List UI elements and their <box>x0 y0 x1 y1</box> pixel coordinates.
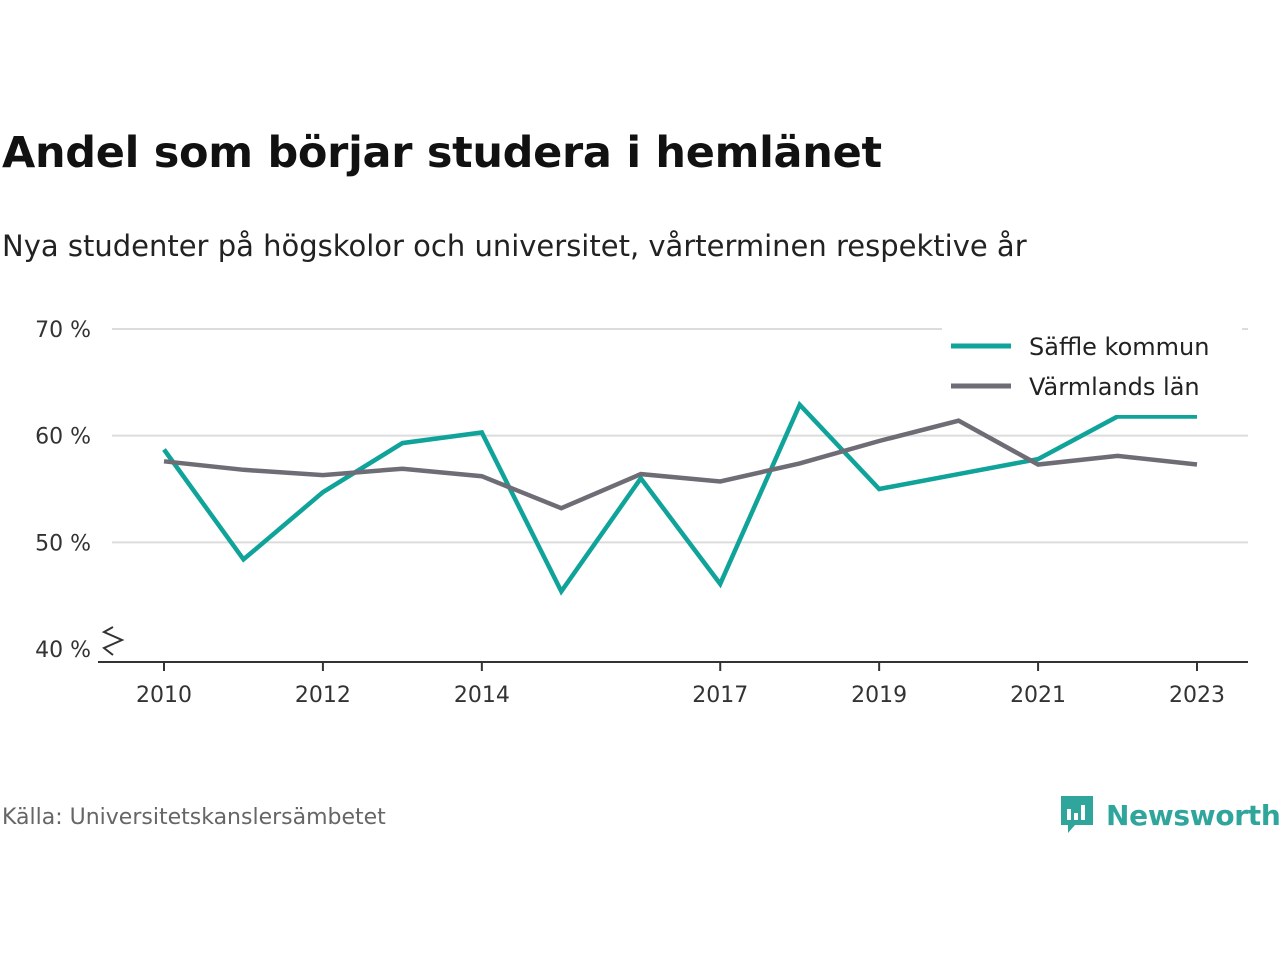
legend-label-1: Säffle kommun <box>1029 333 1209 361</box>
brand-logo: Newsworthy <box>1058 790 1280 840</box>
x-tick-label: 2023 <box>1169 683 1225 708</box>
source-note: Källa: Universitetskanslersämbetet <box>2 805 386 830</box>
x-tick-label: 2014 <box>454 683 510 708</box>
x-tick-label: 2017 <box>692 683 748 708</box>
y-tick-label: 50 % <box>35 531 91 556</box>
series-lines <box>162 400 1198 596</box>
legend: Säffle kommun Värmlands län <box>942 325 1242 415</box>
x-tick-label: 2010 <box>136 683 192 708</box>
chart-subtitle: Nya studenter på högskolor och universit… <box>2 229 1027 263</box>
brand-name: Newsworthy <box>1106 798 1280 832</box>
x-tick-label: 2012 <box>295 683 351 708</box>
axes: 40 % 50 % 60 % 70 % 2010 2012 2014 2017 2019 2021… <box>35 318 1248 708</box>
series-line-2 <box>163 418 1198 511</box>
x-tick-label: 2021 <box>1010 683 1066 708</box>
newsworthy-logo-icon <box>1061 796 1093 833</box>
y-tick-label: 60 % <box>35 425 91 450</box>
series-line-1 <box>162 400 1197 596</box>
axis-break-icon <box>101 626 125 656</box>
legend-background <box>942 325 1242 415</box>
y-tick-label: 40 % <box>35 638 91 663</box>
x-tick-label: 2019 <box>851 683 907 708</box>
y-tick-label: 70 % <box>35 318 91 343</box>
legend-label-2: Värmlands län <box>1029 373 1200 401</box>
chart-title: Andel som börjar studera i hemlänet <box>2 128 882 178</box>
